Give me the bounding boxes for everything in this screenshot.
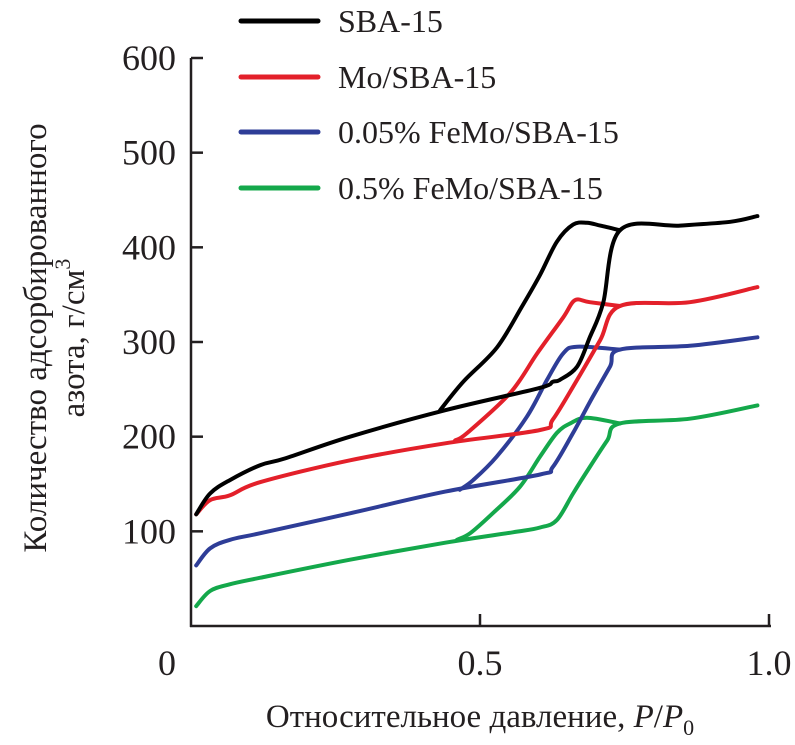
y-axis-title-2: азота, г/см3 (50, 259, 92, 418)
y-tick-label: 300 (122, 322, 176, 362)
series-0-5-femo-sba-15-desorption (454, 415, 622, 542)
x-tick-label: 1.0 (747, 643, 792, 683)
series-0-5-femo-sba-15-adsorption (194, 403, 760, 609)
x-axis-title-slash: / (654, 699, 664, 735)
origin-label: 0 (158, 643, 176, 683)
y-axis-title-superscript: 3 (50, 259, 75, 270)
x-tick-label: 0.5 (458, 643, 503, 683)
legend-label-mo-sba-15: Mo/SBA-15 (338, 59, 496, 95)
y-ticks: 100 200 300 400 500 600 (122, 38, 203, 551)
y-axis-title-line2-text: азота, г/см (56, 270, 92, 418)
legend-label-sba-15: SBA-15 (338, 3, 443, 39)
y-axis-title: Количество адсорбированного (18, 123, 54, 552)
y-tick-label: 400 (122, 227, 176, 267)
y-tick-label: 500 (122, 133, 176, 173)
y-tick-label: 600 (122, 38, 176, 78)
x-axis-title-var-p: P (633, 699, 654, 735)
x-ticks: 0.5 1.0 (458, 614, 792, 683)
series-sba-15-adsorption (194, 214, 760, 517)
series-0-05-femo-sba-15-adsorption (194, 335, 760, 568)
series-group (194, 214, 760, 609)
legend-label-0-5-femo-sba-15: 0.5% FeMo/SBA-15 (338, 170, 603, 206)
x-axis-title: Относительное давление, P/P0 (266, 699, 694, 740)
y-tick-label: 200 (122, 417, 176, 457)
y-axis-title-line2: азота, г/см3 (50, 259, 92, 418)
series-0-05-femo-sba-15-desorption (457, 344, 622, 492)
series-sba-15-desorption (438, 220, 622, 413)
x-axis-title-text: Относительное давление, (266, 699, 634, 735)
series-mo-sba-15-desorption (453, 297, 622, 443)
y-tick-label: 100 (122, 511, 176, 551)
legend: SBA-15 Mo/SBA-15 0.05% FeMo/SBA-15 0.5% FeM… (238, 3, 619, 206)
x-axis-title-subscript: 0 (683, 715, 694, 740)
y-axis-title-line1: Количество адсорбированного (18, 123, 54, 552)
legend-label-0-05-femo-sba-15: 0.05% FeMo/SBA-15 (338, 114, 619, 150)
x-axis-title-var-p0: P (662, 699, 683, 735)
